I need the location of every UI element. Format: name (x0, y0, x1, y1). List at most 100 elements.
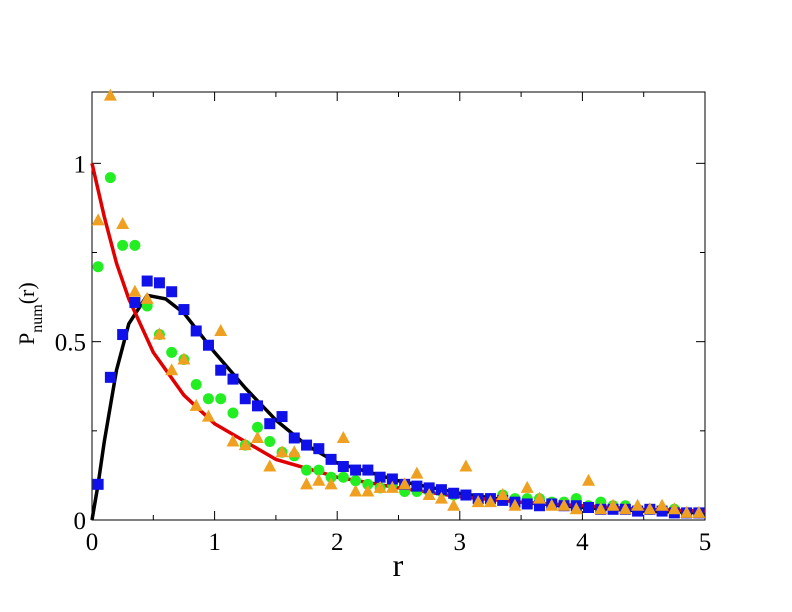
square-point (227, 373, 239, 385)
square-point (362, 464, 374, 476)
circle-point (92, 261, 104, 273)
triangle-point (582, 473, 596, 486)
triangle-point (447, 498, 461, 511)
triangle-point (643, 502, 657, 515)
triangle-point (655, 498, 669, 511)
square-point (178, 304, 190, 316)
circle-point (301, 464, 313, 476)
triangle-point (238, 438, 252, 451)
triangle-point (594, 502, 608, 515)
circle-point (190, 378, 202, 390)
triangle-point (459, 459, 473, 472)
triangle-point (618, 502, 632, 515)
triangle-point (361, 484, 375, 497)
circle-point (313, 464, 325, 476)
square-point (337, 461, 349, 472)
triangle-point (385, 480, 399, 493)
triangle-point (606, 498, 620, 511)
square-point (411, 480, 423, 492)
x-tick-label: 3 (454, 529, 467, 556)
square-point (288, 432, 300, 444)
triangle-point (140, 291, 154, 304)
square-point (301, 439, 313, 451)
y-tick-label: 0.5 (55, 330, 86, 357)
circle-point (227, 407, 239, 419)
square-point (117, 329, 129, 341)
y-tick-label: 1 (74, 151, 87, 178)
triangle-point (631, 498, 645, 511)
square-point (325, 453, 337, 465)
y-label-sub: num (29, 304, 46, 333)
triangle-point (214, 323, 228, 336)
square-point (374, 471, 386, 483)
square-point (264, 418, 276, 430)
triangle-point (201, 409, 215, 422)
triangle-point (471, 495, 485, 508)
triangle-point (422, 488, 436, 501)
x-axis-label: r (393, 547, 404, 583)
triangle-point (483, 495, 497, 508)
x-tick-label: 4 (576, 529, 589, 556)
square-point (202, 339, 214, 351)
square-point (153, 277, 165, 289)
triangle-point (410, 466, 424, 479)
square-point (239, 393, 251, 405)
curve (90, 162, 706, 513)
y-tick-label: 0 (74, 508, 87, 535)
triangle-point (312, 473, 326, 486)
square-point (423, 482, 435, 494)
triangle-point (373, 480, 387, 493)
square-point (656, 505, 668, 517)
triangle-point (336, 430, 350, 443)
x-tick-label: 5 (699, 529, 712, 556)
square-point (215, 364, 227, 376)
triangle-point (287, 445, 301, 458)
triangle-point (398, 477, 412, 490)
circle-point (215, 393, 227, 405)
y-axis-label: Pnum(r) (14, 282, 46, 345)
triangle-point (103, 88, 117, 101)
square-point (141, 275, 153, 287)
triangle-point (667, 502, 681, 515)
y-label-suffix: (r) (14, 282, 39, 304)
circle-point (166, 346, 178, 358)
circle-point (202, 393, 214, 405)
triangle-point (226, 434, 240, 447)
square-point (521, 498, 533, 510)
circle-point (117, 239, 129, 251)
square-point (435, 484, 447, 496)
y-label-main: P (14, 333, 39, 345)
circle-point (337, 471, 349, 483)
square-point (190, 325, 202, 337)
triangle-point (496, 488, 510, 501)
square-point (533, 500, 545, 512)
square-point (313, 443, 325, 455)
triangle-point (263, 459, 277, 472)
square-point (166, 286, 178, 298)
square-point (350, 464, 362, 476)
triangle-point (349, 484, 363, 497)
circle-point (350, 475, 362, 487)
triangle-point (692, 505, 706, 518)
x-tick-label: 0 (86, 529, 99, 556)
triangle-point (520, 480, 534, 493)
triangle-point (189, 398, 203, 411)
triangle-point (251, 430, 265, 443)
square-point (92, 478, 104, 490)
square-point (460, 489, 472, 501)
square-point (386, 473, 398, 485)
circle-point (129, 239, 141, 251)
x-tick-label: 1 (208, 529, 221, 556)
circle-point (252, 421, 264, 433)
triangle-point (116, 216, 130, 229)
triangle-point (177, 352, 191, 365)
square-point (252, 400, 264, 412)
circle-point (104, 172, 116, 184)
x-tick-label: 2 (331, 529, 344, 556)
triangle-point (557, 498, 571, 511)
circle-point (325, 471, 337, 483)
square-point (632, 505, 644, 517)
square-point (583, 502, 595, 514)
triangle-point (532, 491, 546, 504)
